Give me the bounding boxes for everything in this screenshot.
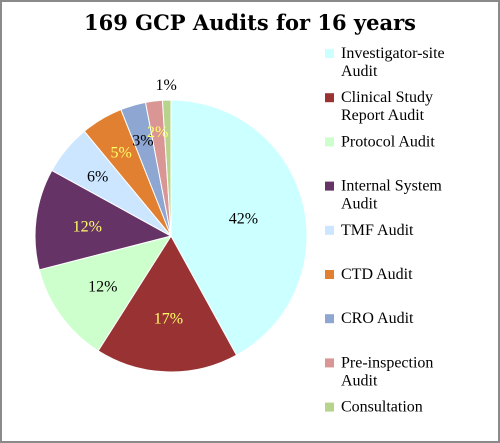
pie-slice-investigator-site-audit: [170, 99, 308, 356]
slice-label: 3%: [132, 132, 153, 149]
chart-title: 169 GCP Audits for 16 years: [84, 10, 416, 35]
legend-label: Consultation: [341, 399, 423, 416]
legend-label: Protocol Audit: [341, 133, 435, 150]
legend-item: Investigator-site Audit: [325, 45, 445, 80]
legend-item: Protocol Audit: [325, 133, 435, 150]
legend-item: Clinical Study Report Audit: [325, 89, 433, 124]
legend-item: Consultation: [325, 399, 423, 416]
legend: Investigator-site Audit Clinical Study Repo…: [325, 45, 445, 416]
pie-slice-clinical-study-report-audit: [97, 235, 238, 373]
legend-swatch: [325, 181, 334, 191]
legend-item: CRO Audit: [325, 310, 414, 327]
slice-label: 42%: [229, 210, 258, 227]
slice-label: 6%: [87, 168, 108, 185]
pie-slice-protocol-audit: [38, 235, 173, 352]
legend-swatch: [325, 402, 334, 412]
slice-label: 2%: [147, 124, 168, 141]
slice-label: 12%: [88, 279, 117, 296]
slice-label: 1%: [156, 77, 177, 94]
legend-swatch: [325, 93, 334, 103]
legend-item: Internal System Audit: [325, 178, 442, 213]
slice-labels: 42% 17% 12% 12% 6%5%3%2% 1%: [73, 77, 258, 328]
legend-item: Pre-inspection Audit: [325, 354, 433, 389]
legend-swatch: [325, 358, 334, 368]
legend-swatch: [325, 314, 334, 324]
legend-label: Internal System Audit: [341, 178, 442, 213]
pie-slice-internal-system-audit: [34, 169, 173, 271]
legend-item: CTD Audit: [325, 266, 413, 283]
legend-item: TMF Audit: [325, 222, 414, 239]
pie-slices: [34, 99, 308, 373]
pie-slice-consultation: [161, 99, 172, 237]
legend-label: Pre-inspection Audit: [341, 354, 433, 389]
legend-label: CRO Audit: [341, 310, 414, 327]
legend-label: CTD Audit: [341, 266, 413, 283]
slice-label: 12%: [73, 218, 102, 235]
legend-swatch: [325, 225, 334, 235]
slice-label: 17%: [154, 311, 183, 328]
legend-label: TMF Audit: [341, 222, 414, 239]
legend-swatch: [325, 270, 334, 279]
slice-label: 5%: [110, 145, 131, 162]
legend-swatch: [325, 49, 334, 58]
legend-swatch: [325, 137, 334, 147]
legend-label: Clinical Study Report Audit: [341, 89, 433, 124]
legend-label: Investigator-site Audit: [341, 45, 445, 80]
